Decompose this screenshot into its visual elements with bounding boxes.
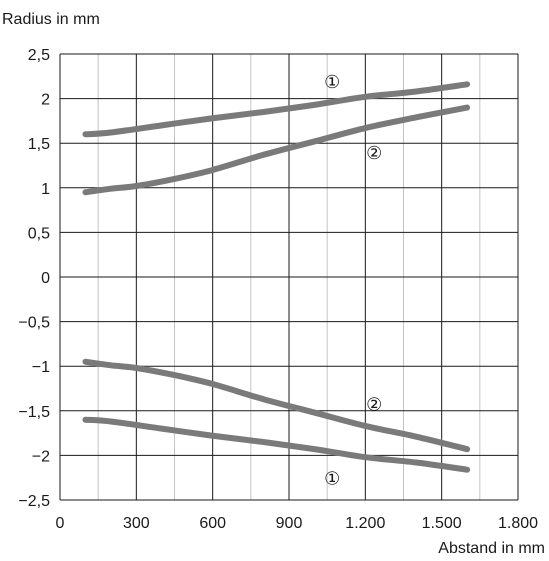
tick-labels: 0 300 600 900 1.200 1.500 1.800 2,5 2 1,5 1 0,5 0 −0,… (18, 47, 538, 532)
x-tick-label: 1.200 (345, 515, 385, 532)
y-tick-label: 1,5 (28, 136, 50, 153)
x-tick-label: 1.800 (498, 515, 538, 532)
y-tick-label: 0 (41, 270, 50, 287)
series-line-0 (82, 81, 471, 138)
y-tick-label: 2,5 (28, 47, 50, 64)
curve-marker-3: ① (324, 469, 340, 490)
y-tick-label: −0,5 (18, 315, 50, 332)
y-tick-label: −1,5 (18, 404, 50, 421)
y-tick-label: −1 (32, 359, 50, 376)
curve-marker-1: ② (366, 143, 382, 164)
series-line-3 (82, 358, 471, 453)
y-tick-label: −2 (32, 448, 50, 465)
x-axis-label: Abstand in mm (438, 540, 545, 557)
grid (59, 53, 519, 501)
series-layer (82, 81, 471, 473)
curve-marker-0: ① (324, 72, 340, 93)
x-tick-label: 300 (123, 515, 150, 532)
curve-marker-2: ② (366, 395, 382, 416)
x-tick-label: 600 (199, 515, 226, 532)
y-tick-label: 0,5 (28, 225, 50, 242)
x-tick-label: 0 (56, 515, 65, 532)
series-line-1 (82, 104, 471, 196)
x-tick-label: 900 (276, 515, 303, 532)
annotations: ① ② ② ① (324, 72, 382, 490)
y-axis-label: Radius in mm (2, 11, 100, 28)
y-tick-label: 2 (41, 92, 50, 109)
y-tick-label: 1 (41, 181, 50, 198)
x-tick-label: 1.500 (422, 515, 462, 532)
series-line-2 (82, 416, 471, 473)
y-tick-label: −2,5 (18, 493, 50, 510)
